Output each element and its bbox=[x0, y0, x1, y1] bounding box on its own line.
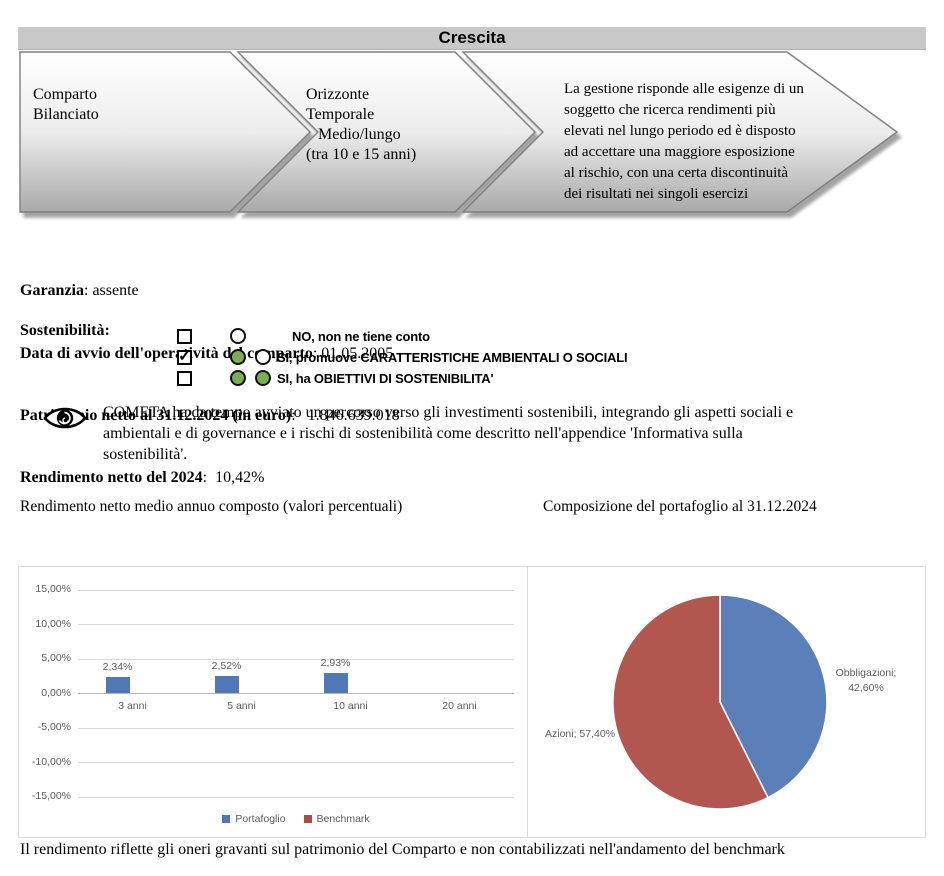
sustainability-title: Sostenibilità: bbox=[20, 322, 110, 339]
info-line-garanzia: Garanzia: assente bbox=[20, 281, 400, 302]
pie-label-azioni: Azioni; 57,40% bbox=[545, 728, 616, 740]
legend-swatch bbox=[222, 815, 231, 823]
pie-label-obbligazioni: Obbligazioni; 42,60% bbox=[835, 667, 897, 694]
gridline bbox=[78, 624, 514, 625]
page-title: Crescita bbox=[438, 28, 506, 47]
sustainability-option-promuove: SI, promuove CARATTERISTICHE AMBIENTALI … bbox=[0, 346, 944, 366]
gridline bbox=[78, 658, 514, 660]
sustainability-option-label: SI, promuove CARATTERISTICHE AMBIENTALI … bbox=[277, 350, 628, 365]
bar-value-label: 2,93% bbox=[320, 656, 351, 669]
chevron-step-2-shape bbox=[236, 51, 536, 213]
legend-swatch bbox=[303, 815, 312, 823]
sustainability-option-label: SI, ha OBIETTIVI DI SOSTENIBILITA' bbox=[277, 371, 494, 386]
y-axis-tick: 0,00% bbox=[41, 686, 71, 699]
pie-chart: Obbligazioni; 42,60% Azioni; 57,40% bbox=[527, 566, 926, 838]
checkbox-unchecked bbox=[177, 329, 192, 344]
cometa-note: COMETA ha da tempo avviato un percorso v… bbox=[103, 404, 794, 463]
info-label: Garanzia bbox=[20, 282, 84, 300]
chevron-step-3-text: La gestione risponde alle esigenze di un… bbox=[564, 81, 804, 202]
x-axis-tick: 5 anni bbox=[227, 700, 256, 712]
gridline bbox=[78, 762, 514, 763]
info-label: Rendimento netto del 2024 bbox=[20, 468, 203, 486]
checkbox-checked bbox=[177, 346, 192, 366]
chevron-step-2-text: Orizzonte Temporale Medio/lungo (tra 10 … bbox=[306, 86, 417, 163]
pie-slice-azioni bbox=[612, 594, 769, 810]
x-axis-tick: 10 anni bbox=[333, 700, 368, 712]
benchmark-footnote: Il rendimento riflette gli oneri gravant… bbox=[20, 841, 785, 858]
gridline bbox=[78, 796, 514, 798]
bar-chart-legend: Portafoglio Benchmark bbox=[78, 813, 514, 825]
y-axis-tick: -15,00% bbox=[31, 790, 71, 802]
info-value: : 1.846.639.018 bbox=[291, 406, 400, 424]
rating-circle-filled bbox=[230, 370, 246, 386]
bar-portafoglio bbox=[105, 676, 130, 693]
pie-slice-obbligazioni bbox=[719, 594, 828, 799]
sustainability-option-label: NO, non ne tiene conto bbox=[292, 329, 430, 344]
bar-portafoglio bbox=[214, 675, 239, 693]
bar-chart: 15,00% 10,00% 5,00% 0,00% -5,00% -10,00% -15,0… bbox=[18, 566, 528, 838]
bar-chart-title: Rendimento netto medio annuo composto (v… bbox=[20, 498, 403, 515]
y-axis-tick: 10,00% bbox=[35, 617, 71, 630]
legend-item: Benchmark bbox=[303, 813, 370, 825]
rating-circle-empty bbox=[255, 349, 271, 365]
gridline bbox=[78, 589, 514, 591]
section-header-bar: Crescita bbox=[18, 27, 926, 50]
info-value: : 10,42% bbox=[202, 468, 265, 486]
rating-circle-empty bbox=[230, 328, 246, 344]
gridline bbox=[78, 693, 514, 694]
legend-label: Benchmark bbox=[316, 813, 370, 825]
bar-value-label: 2,34% bbox=[102, 660, 133, 673]
chevron-band-graphic bbox=[19, 51, 899, 213]
x-axis-tick: 20 anni bbox=[442, 700, 477, 712]
info-line-rendimento: Rendimento netto del 2024: 10,42% bbox=[20, 468, 400, 489]
checkbox-unchecked bbox=[177, 371, 192, 386]
y-axis-tick: -10,00% bbox=[31, 755, 71, 768]
info-value: : assente bbox=[84, 282, 139, 300]
chevron-step-3-shape bbox=[461, 51, 899, 213]
sustainability-option-obiettivi: SI, ha OBIETTIVI DI SOSTENIBILITA' bbox=[0, 370, 944, 387]
chevron-step-1-text: Comparto Bilanciato bbox=[33, 86, 99, 123]
legend-item: Portafoglio bbox=[222, 813, 286, 825]
eye-icon bbox=[43, 407, 87, 429]
rating-circle-filled bbox=[230, 349, 246, 365]
chevron-step-1-shape bbox=[19, 51, 311, 213]
pie-chart-svg bbox=[612, 594, 828, 810]
sustainability-option-no: NO, non ne tiene conto bbox=[0, 328, 944, 345]
y-axis-tick: -5,00% bbox=[37, 721, 71, 733]
legend-label: Portafoglio bbox=[235, 813, 286, 825]
y-axis-tick: 15,00% bbox=[35, 583, 71, 595]
gridline bbox=[78, 727, 514, 729]
rating-circle-filled bbox=[255, 370, 271, 386]
info-value: : 01.05.2005 bbox=[312, 344, 394, 362]
y-axis-tick: 5,00% bbox=[41, 652, 71, 664]
x-axis-tick: 3 anni bbox=[118, 700, 147, 712]
bar-portafoglio bbox=[323, 672, 348, 693]
pie-chart-title: Composizione del portafoglio al 31.12.20… bbox=[543, 498, 817, 515]
bar-value-label: 2,52% bbox=[211, 659, 242, 672]
